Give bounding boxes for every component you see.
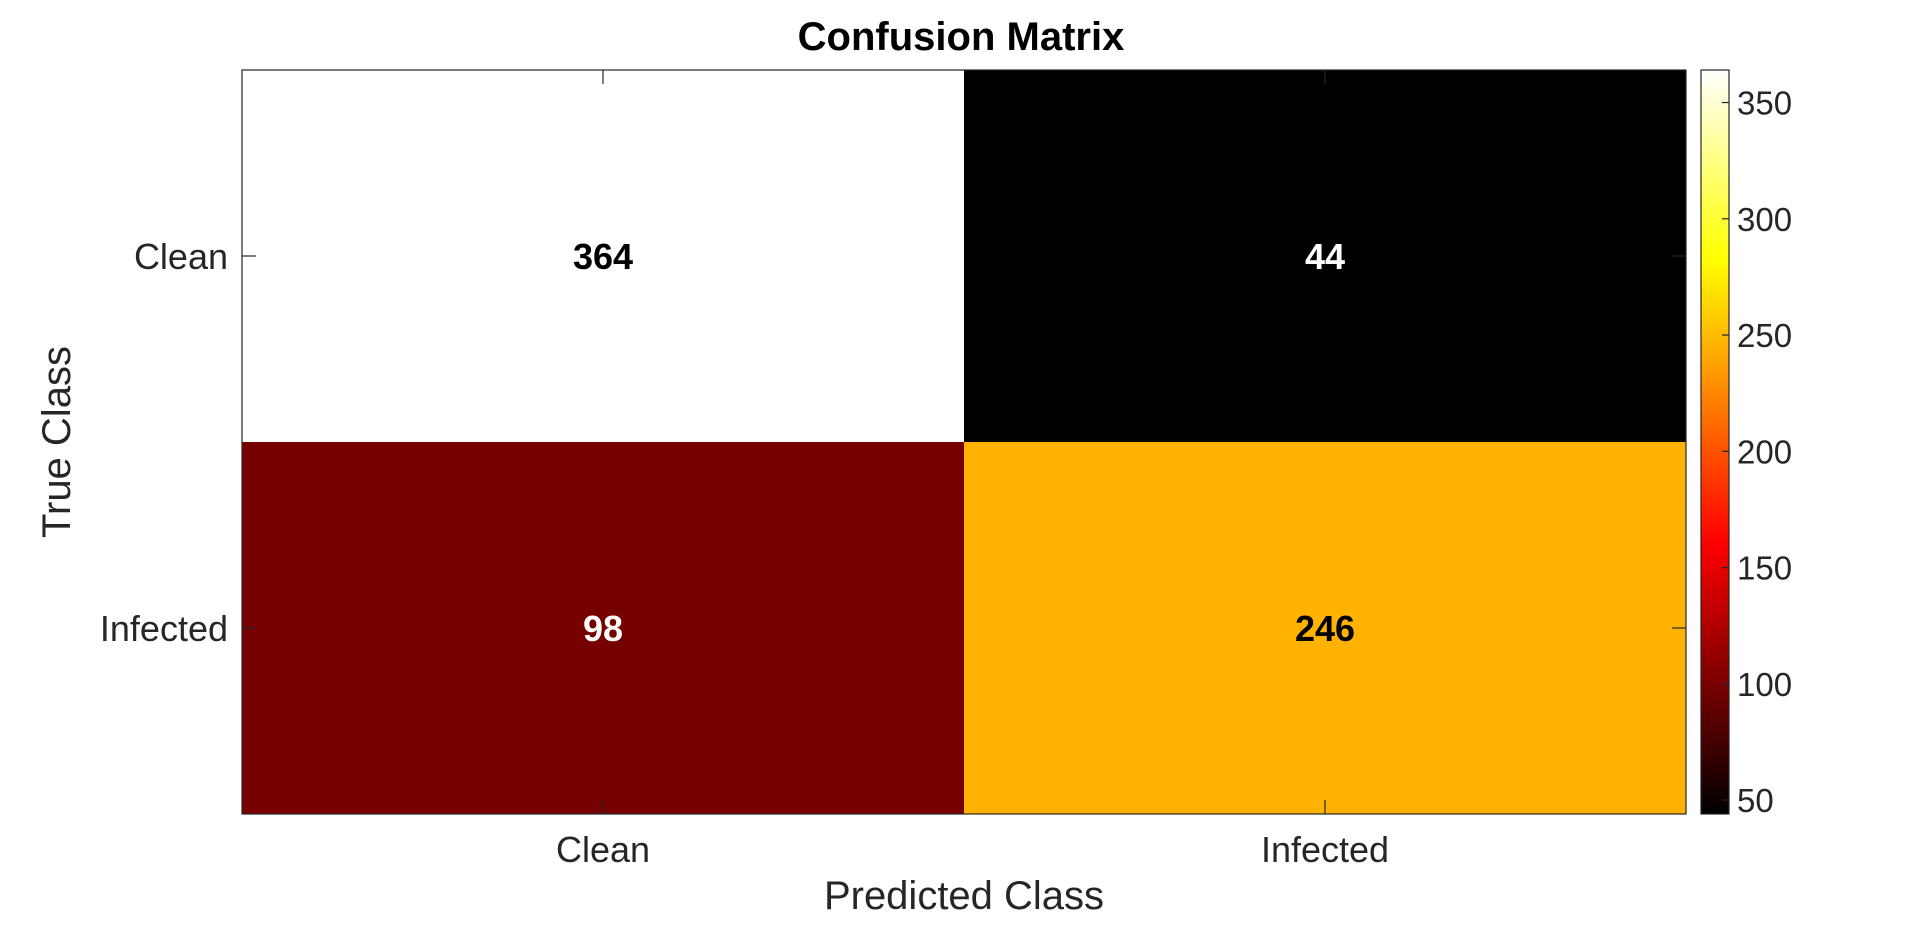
heatmap-cells (242, 70, 1686, 814)
colorbar-tick-label: 300 (1737, 201, 1792, 238)
colorbar-tick-label: 100 (1737, 666, 1792, 703)
cell-value-label: 364 (573, 236, 633, 277)
y-tick-label: Infected (100, 608, 228, 649)
heatmap-cell-labels: 364 44 98 246 (573, 236, 1355, 649)
colorbar (1700, 69, 1730, 815)
heatmap-cell (964, 70, 1686, 442)
axis-ticks (242, 70, 1686, 814)
x-axis-tick-labels: Clean Infected (556, 829, 1389, 870)
cell-value-label: 98 (583, 608, 623, 649)
colorbar-tick-label: 200 (1737, 433, 1792, 470)
colorbar-tick-label: 350 (1737, 85, 1792, 122)
colorbar-tick-label: 50 (1737, 782, 1774, 819)
colorbar-tick-label: 250 (1737, 317, 1792, 354)
y-axis-label: True Class (35, 346, 79, 538)
colorbar-tick-label: 150 (1737, 550, 1792, 587)
plot-frame (241, 69, 1687, 815)
cell-value-label: 246 (1295, 608, 1355, 649)
colorbar-ticks: 50 100 150 200 250 300 350 (1722, 85, 1792, 819)
heatmap-cell (242, 442, 964, 814)
y-tick-label: Clean (134, 236, 228, 277)
x-axis-label: Predicted Class (824, 874, 1104, 918)
heatmap-cell (242, 70, 964, 442)
y-axis-tick-labels: Clean Infected (100, 236, 228, 649)
chart-title: Confusion Matrix (798, 15, 1125, 59)
cell-value-label: 44 (1305, 236, 1345, 277)
x-tick-label: Infected (1261, 829, 1389, 870)
heatmap-cell (964, 442, 1686, 814)
x-tick-label: Clean (556, 829, 650, 870)
